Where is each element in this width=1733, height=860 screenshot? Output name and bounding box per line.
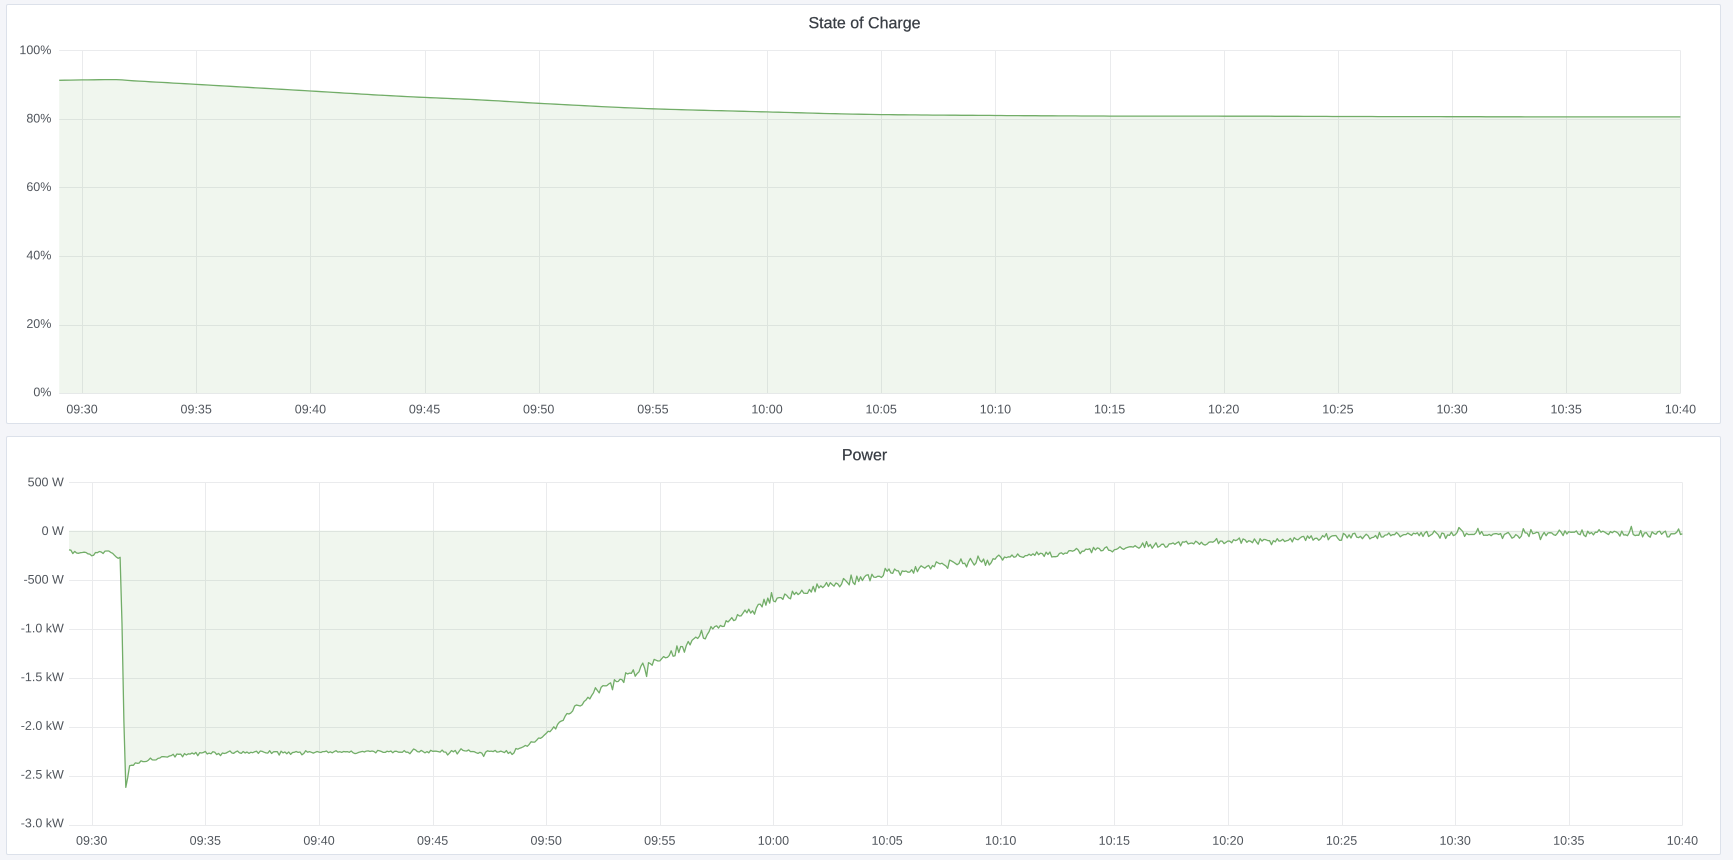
svg-text:09:50: 09:50 [531,834,562,848]
svg-text:10:40: 10:40 [1665,402,1696,416]
svg-text:60%: 60% [26,180,51,194]
svg-text:20%: 20% [26,317,51,331]
svg-text:09:30: 09:30 [66,402,97,416]
svg-text:500 W: 500 W [28,475,64,489]
svg-text:10:10: 10:10 [980,402,1011,416]
svg-text:10:35: 10:35 [1551,402,1582,416]
svg-text:09:50: 09:50 [523,402,554,416]
svg-text:10:10: 10:10 [985,834,1016,848]
svg-text:10:00: 10:00 [758,834,789,848]
svg-text:10:35: 10:35 [1553,834,1584,848]
svg-text:10:20: 10:20 [1212,834,1243,848]
svg-text:80%: 80% [26,111,51,125]
svg-text:0%: 0% [33,385,51,399]
svg-text:09:55: 09:55 [637,402,668,416]
svg-text:10:15: 10:15 [1094,402,1125,416]
svg-text:-2.5 kW: -2.5 kW [21,768,64,782]
svg-text:-1.0 kW: -1.0 kW [21,621,64,635]
svg-text:0 W: 0 W [42,524,64,538]
svg-text:09:30: 09:30 [76,834,107,848]
svg-text:Power: Power [842,447,888,464]
svg-text:10:30: 10:30 [1436,402,1467,416]
svg-text:09:55: 09:55 [644,834,675,848]
svg-text:10:20: 10:20 [1208,402,1239,416]
svg-text:-500 W: -500 W [24,573,64,587]
svg-text:09:40: 09:40 [303,834,334,848]
svg-text:09:45: 09:45 [417,834,448,848]
svg-text:State of Charge: State of Charge [808,15,920,32]
svg-text:100%: 100% [19,43,51,57]
svg-text:09:45: 09:45 [409,402,440,416]
svg-text:10:00: 10:00 [751,402,782,416]
svg-text:10:25: 10:25 [1322,402,1353,416]
svg-text:09:35: 09:35 [190,834,221,848]
svg-text:-1.5 kW: -1.5 kW [21,670,64,684]
svg-text:-2.0 kW: -2.0 kW [21,719,64,733]
svg-text:-3.0 kW: -3.0 kW [21,816,64,830]
svg-text:40%: 40% [26,248,51,262]
svg-text:10:15: 10:15 [1099,834,1130,848]
svg-text:10:05: 10:05 [871,834,902,848]
svg-text:10:30: 10:30 [1440,834,1471,848]
svg-text:10:05: 10:05 [866,402,897,416]
svg-text:09:35: 09:35 [181,402,212,416]
svg-text:09:40: 09:40 [295,402,326,416]
svg-text:10:40: 10:40 [1667,834,1698,848]
svg-text:10:25: 10:25 [1326,834,1357,848]
